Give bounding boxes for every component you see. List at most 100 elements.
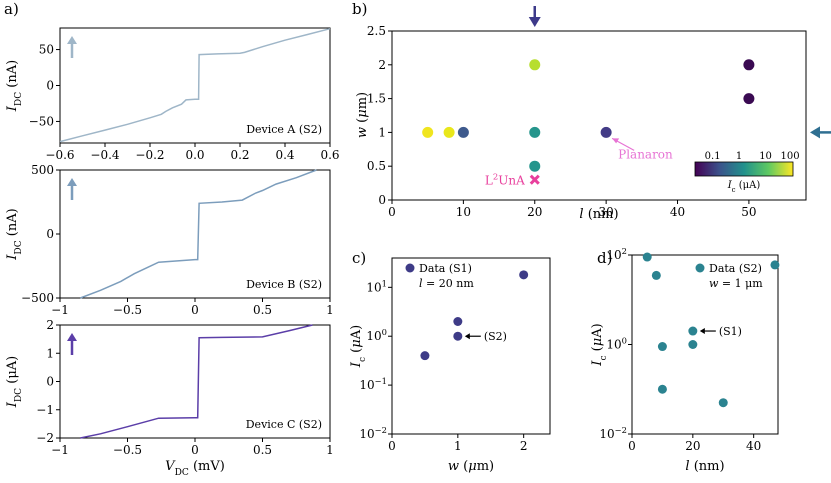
- panel-c-ylabel-part: I: [349, 361, 364, 368]
- panel-a1-ylabel-part: I: [5, 105, 20, 112]
- panel-d-ytick-part: 2: [622, 246, 627, 256]
- panel-b-ylabel-part: m): [355, 92, 370, 109]
- panel-c-ytick-part: 10: [359, 427, 374, 441]
- panel-a2-ylabel-part: I: [5, 254, 20, 261]
- panel-d-legend-note: w = 1 μm: [709, 277, 763, 290]
- panel-a1-ylabel-part: DC: [14, 92, 24, 106]
- panel-a1-ytick: 0: [46, 79, 54, 93]
- panel-d-ytick-part: 0: [622, 336, 627, 346]
- panel-d-callout-arrowhead: [699, 328, 705, 335]
- panel-b-colorbar-tick: 1: [736, 151, 742, 162]
- panel-d-xlabel-part: (nm): [690, 459, 725, 474]
- panel-a1-ytick: −50: [29, 114, 54, 128]
- panel-a2-xtick: 0: [191, 303, 199, 317]
- panel-b-l2una-label-part: 2: [493, 172, 498, 182]
- panel-a1-xtick: 0.0: [185, 148, 204, 162]
- panel-b-colorbar-tick: 0.1: [705, 151, 721, 162]
- panel-c-xtick: 1: [454, 439, 462, 453]
- panel-a1-ylabel: IDC (nA): [5, 60, 24, 112]
- panel-d-ytick-part: 10: [606, 248, 621, 262]
- panel-b-ylabel-part: μ: [355, 109, 370, 117]
- panel-a2-line: [80, 169, 317, 299]
- panel-b-point: [529, 126, 541, 138]
- panel-d-ylabel-part: I: [590, 360, 605, 367]
- panel-b-point: [743, 59, 755, 71]
- panel-c-point: [519, 270, 529, 280]
- panel-a1-line: [59, 27, 331, 143]
- panel-d-ytick: 102: [606, 246, 627, 262]
- panel-d-point: [642, 252, 652, 262]
- panel-c-ytick-part: 10: [359, 378, 374, 392]
- panel-b-ytick: 2: [378, 58, 386, 72]
- panel-c-xlabel: w (μm): [448, 459, 494, 474]
- panel-d-ylabel-part: (: [590, 346, 605, 355]
- panel-d-legend-label: Data (S2): [709, 262, 762, 275]
- panel-a2-ytick: 0: [46, 227, 54, 241]
- panel-a1-annotation: Device A (S2): [246, 123, 322, 136]
- panel-a2-ytick: −500: [21, 291, 54, 305]
- panel-b-xtick: 30: [598, 205, 613, 219]
- panel-a2-ylabel-part: DC: [14, 240, 24, 254]
- panel-c-ytick: 10−2: [359, 425, 387, 441]
- panel-c-ytick-part: 10: [366, 329, 381, 343]
- panel-a2-ylabel-part: (nA): [5, 208, 20, 240]
- panel-a2-arrow-icon-head: [67, 178, 77, 186]
- panel-a3-ytick: −2: [36, 431, 54, 445]
- panel-b-down-arrow-icon: [528, 17, 541, 27]
- panel-d-ytick-part: 10: [606, 338, 621, 352]
- panel-b-xtick: 40: [670, 205, 685, 219]
- panel-b-xlabel: l (nm): [579, 207, 618, 222]
- panel-d-callout-label: (S1): [719, 325, 742, 338]
- panel-b-point: [529, 59, 541, 71]
- panel-c-xtick: 2: [520, 439, 528, 453]
- panel-d-ylabel-part: A): [590, 323, 605, 338]
- panel-c-ytick: 101: [366, 278, 387, 294]
- panel-c-ytick: 10−1: [359, 376, 387, 392]
- panel-c-legend-note: l = 20 nm: [419, 277, 474, 290]
- panel-a3-xtick: −0.5: [113, 443, 142, 457]
- panel-c-label: c): [352, 249, 366, 267]
- panel-c-xtick: 0: [388, 439, 396, 453]
- panel-a3-xtick: 0: [191, 443, 199, 457]
- panel-d-ytick-part: 10: [599, 427, 614, 441]
- panel-a2-xtick: −0.5: [113, 303, 142, 317]
- panel-a1-xtick: 0.4: [275, 148, 294, 162]
- panel-b-l2una-label: L2UnA: [485, 172, 525, 188]
- panel-a2-xtick: 1: [326, 303, 334, 317]
- panel-a3-ytick: −1: [36, 403, 54, 417]
- panel-d-xtick: 0: [628, 439, 636, 453]
- panel-c-ytick-part: 1: [382, 278, 387, 288]
- panel-b-ytick: 0.5: [367, 159, 386, 173]
- panel-b-planaron-label: Planaron: [618, 147, 673, 161]
- panel-c-legend-note-part: = 20 nm: [423, 277, 475, 290]
- panel-a3-annotation: Device C (S2): [246, 418, 322, 431]
- panel-a-label: a): [4, 0, 19, 18]
- panel-a-xlabel-part: V: [165, 459, 176, 474]
- panel-b-point: [457, 126, 469, 138]
- panel-b-xlabel-part: l: [579, 207, 583, 222]
- panel-d-xtick: 20: [685, 439, 700, 453]
- panel-a3-xtick: −1: [51, 443, 69, 457]
- panel-c-ytick: 100: [366, 327, 387, 343]
- panel-a-xlabel: VDC (mV): [165, 459, 225, 478]
- panel-c-ytick-part: −1: [375, 376, 387, 386]
- panel-c-legend-note-part: l: [419, 277, 423, 290]
- panel-a3-ytick: 1: [46, 346, 54, 360]
- panel-a1-xtick: 0.6: [320, 148, 339, 162]
- panel-c-point: [420, 351, 430, 361]
- panel-c-ytick-part: −2: [375, 425, 387, 435]
- panel-c-point: [453, 331, 463, 341]
- panel-b-xlabel-part: (nm): [584, 207, 619, 222]
- panel-b-colorbar-tick: 100: [781, 151, 800, 162]
- panel-b-xtick: 10: [456, 205, 471, 219]
- panel-b-ytick: 0: [378, 193, 386, 207]
- panel-a1-xtick: −0.2: [135, 148, 164, 162]
- panel-a3-ylabel: IDC (μA): [5, 356, 24, 409]
- panel-a2-ylabel: IDC (nA): [5, 208, 24, 260]
- panel-b-cross-marker: [529, 174, 540, 185]
- panel-b-ylabel: w (μm): [355, 92, 370, 138]
- panel-c-legend-marker: [405, 263, 415, 273]
- panel-a2-xtick: 0.5: [253, 303, 272, 317]
- panel-c-xlabel-part: μ: [468, 459, 476, 474]
